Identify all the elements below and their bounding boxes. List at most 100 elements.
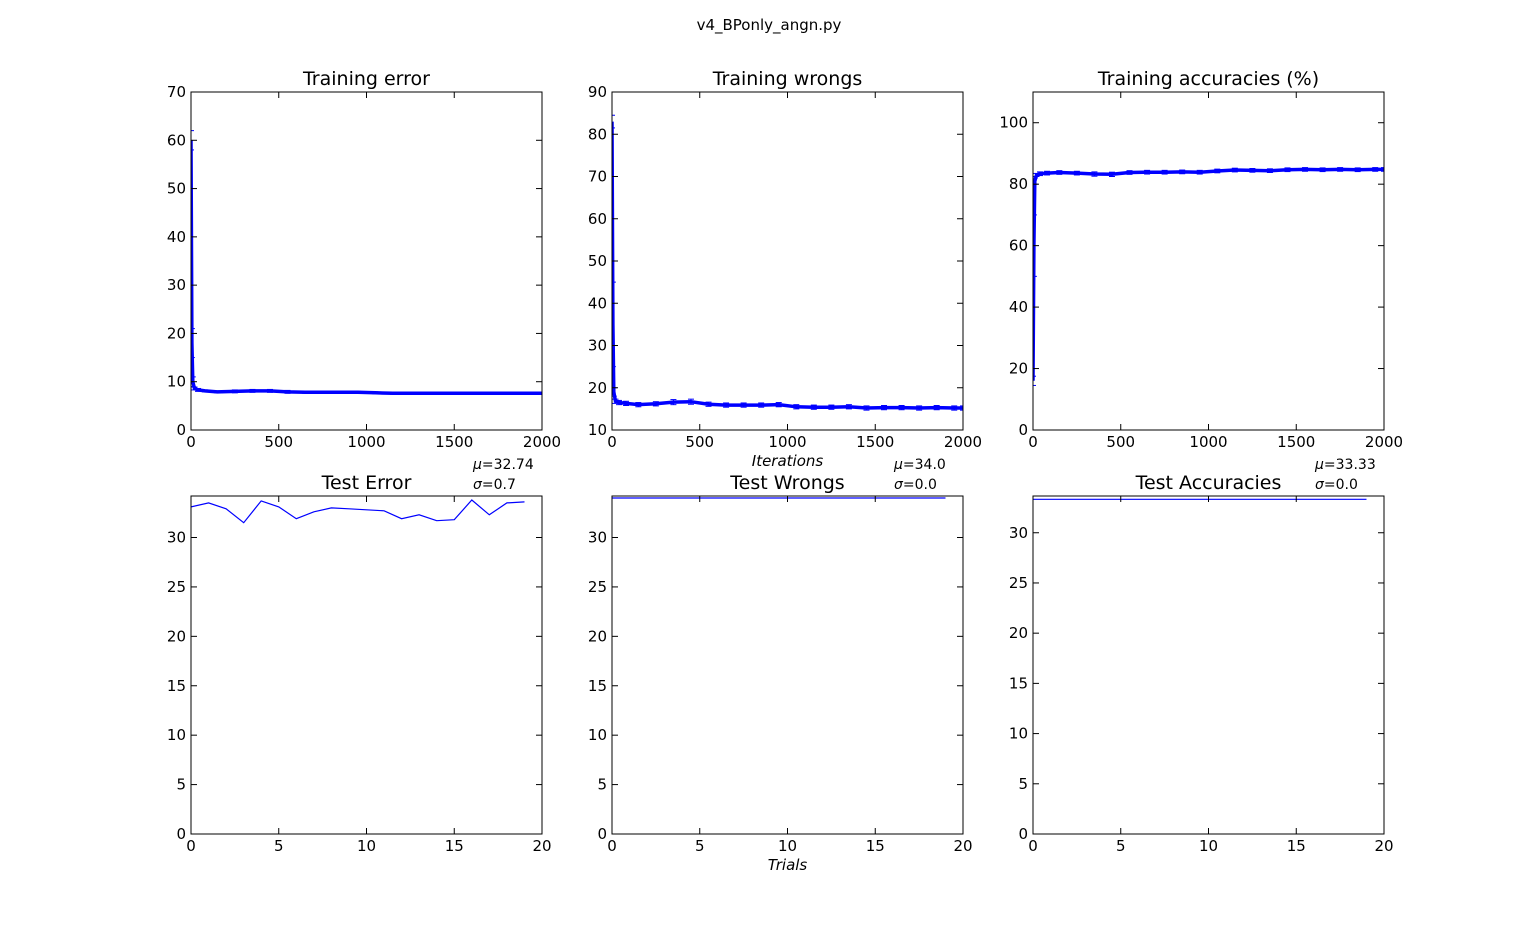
std-value: =0.0 [1324, 477, 1358, 493]
y-tick-label: 20 [1009, 360, 1028, 378]
axes-frame [190, 495, 543, 835]
y-tick-label: 10 [167, 726, 186, 744]
x-tick-label: 500 [1106, 433, 1135, 451]
figure-title: v4_BPonly_angn.py [697, 16, 842, 35]
axes-frame [190, 91, 543, 431]
mu-symbol: μ [893, 457, 903, 473]
x-tick-label: 2000 [523, 433, 561, 451]
panel-test_accuracies: Test Accuracies 0 5 10 15 20 0 5 10 15 20 25 30 μ=33.… [1009, 457, 1394, 855]
x-tick-label: 15 [445, 837, 464, 855]
y-tick-label: 15 [167, 677, 186, 695]
y-tick-label: 15 [588, 677, 607, 695]
mean-annotation: μ=33.33 [1314, 457, 1376, 473]
x-tick-label: 5 [274, 837, 284, 855]
axes-frame [1032, 495, 1385, 835]
y-tick-label: 70 [167, 83, 186, 101]
mean-value: =33.33 [1324, 457, 1376, 473]
y-tick-label: 25 [1009, 574, 1028, 592]
series-line-0 [1033, 167, 1384, 381]
y-tick-label: 0 [176, 421, 186, 439]
y-tick-label: 50 [167, 180, 186, 198]
panel-title: Test Wrongs [729, 472, 844, 494]
y-tick-label: 80 [588, 125, 607, 143]
panel-training_error: Training error 0 500 1000 1500 2000 0 10 20 30 40 5… [167, 68, 561, 451]
y-tick-label: 60 [588, 210, 607, 228]
y-tick-label: 100 [999, 114, 1028, 132]
x-tick-label: 20 [953, 837, 972, 855]
y-tick-label: 0 [1018, 421, 1028, 439]
panel-training_accuracies: Training accuracies (%) 0 500 1000 1500 2000 0… [999, 68, 1403, 451]
x-tick-label: 2000 [944, 433, 982, 451]
mu-symbol: μ [472, 457, 482, 473]
panel-training_wrongs: Training wrongs 0 500 1000 1500 2000 10 20 30 40 5… [588, 68, 982, 470]
y-tick-label: 60 [167, 131, 186, 149]
axes-frame [1032, 91, 1385, 431]
x-tick-label: 2000 [1365, 433, 1403, 451]
y-tick-label: 80 [1009, 175, 1028, 193]
y-tick-label: 10 [588, 726, 607, 744]
std-annotation: σ=0.7 [473, 477, 516, 493]
y-tick-label: 5 [597, 776, 607, 794]
y-tick-label: 5 [1018, 775, 1028, 793]
std-annotation: σ=0.0 [1315, 477, 1358, 493]
x-tick-label: 0 [1028, 433, 1038, 451]
x-tick-label: 1000 [768, 433, 806, 451]
x-tick-label: 0 [607, 837, 617, 855]
y-tick-label: 10 [167, 373, 186, 391]
x-tick-label: 5 [695, 837, 705, 855]
mean-annotation: μ=32.74 [472, 457, 534, 473]
std-value: =0.0 [903, 477, 937, 493]
y-tick-label: 30 [1009, 524, 1028, 542]
mean-value: =32.74 [482, 457, 534, 473]
x-tick-label: 0 [186, 837, 196, 855]
x-tick-label: 500 [685, 433, 714, 451]
series-group [612, 114, 963, 411]
x-tick-label: 500 [264, 433, 293, 451]
y-tick-label: 30 [167, 529, 186, 547]
x-tick-label: 20 [1374, 837, 1393, 855]
sigma-symbol: σ [894, 477, 904, 493]
sigma-symbol: σ [473, 477, 483, 493]
x-tick-label: 15 [1287, 837, 1306, 855]
panel-title: Test Error [321, 472, 412, 494]
x-tick-label: 5 [1116, 837, 1126, 855]
y-tick-label: 40 [167, 228, 186, 246]
y-tick-label: 20 [167, 627, 186, 645]
x-tick-label: 1500 [856, 433, 894, 451]
y-tick-label: 0 [1018, 825, 1028, 843]
std-annotation: σ=0.0 [894, 477, 937, 493]
axes-frame [611, 495, 964, 835]
series-line-0 [191, 499, 525, 524]
y-tick-label: 20 [1009, 624, 1028, 642]
y-tick-label: 90 [588, 83, 607, 101]
x-tick-label: 1000 [347, 433, 385, 451]
x-tick-label: 0 [186, 433, 196, 451]
panel-test_wrongs: Test Wrongs 0 5 10 15 20 0 5 10 15 20 25 30 Trials μ=3… [588, 457, 973, 874]
y-tick-label: 60 [1009, 237, 1028, 255]
series-group [191, 499, 525, 524]
y-tick-label: 10 [588, 421, 607, 439]
y-tick-label: 20 [588, 379, 607, 397]
panel-title: Test Accuracies [1135, 472, 1282, 494]
mu-symbol: μ [1314, 457, 1324, 473]
y-tick-label: 10 [1009, 725, 1028, 743]
y-tick-label: 0 [176, 825, 186, 843]
y-tick-label: 40 [588, 294, 607, 312]
x-tick-label: 1500 [435, 433, 473, 451]
y-tick-label: 70 [588, 168, 607, 186]
panel-title: Training accuracies (%) [1097, 68, 1319, 90]
x-tick-label: 1000 [1189, 433, 1227, 451]
y-tick-label: 20 [588, 627, 607, 645]
mean-annotation: μ=34.0 [893, 457, 946, 473]
y-tick-label: 15 [1009, 674, 1028, 692]
y-tick-label: 20 [167, 324, 186, 342]
x-tick-label: 10 [357, 837, 376, 855]
x-tick-label: 0 [607, 433, 617, 451]
axes-frame [611, 91, 964, 431]
y-tick-label: 25 [167, 578, 186, 596]
series-line-0 [191, 140, 542, 396]
panel-test_error: Test Error 0 5 10 15 20 0 5 10 15 20 25 30 μ=32.74 σ=0… [167, 457, 552, 855]
mean-value: =34.0 [903, 457, 946, 473]
